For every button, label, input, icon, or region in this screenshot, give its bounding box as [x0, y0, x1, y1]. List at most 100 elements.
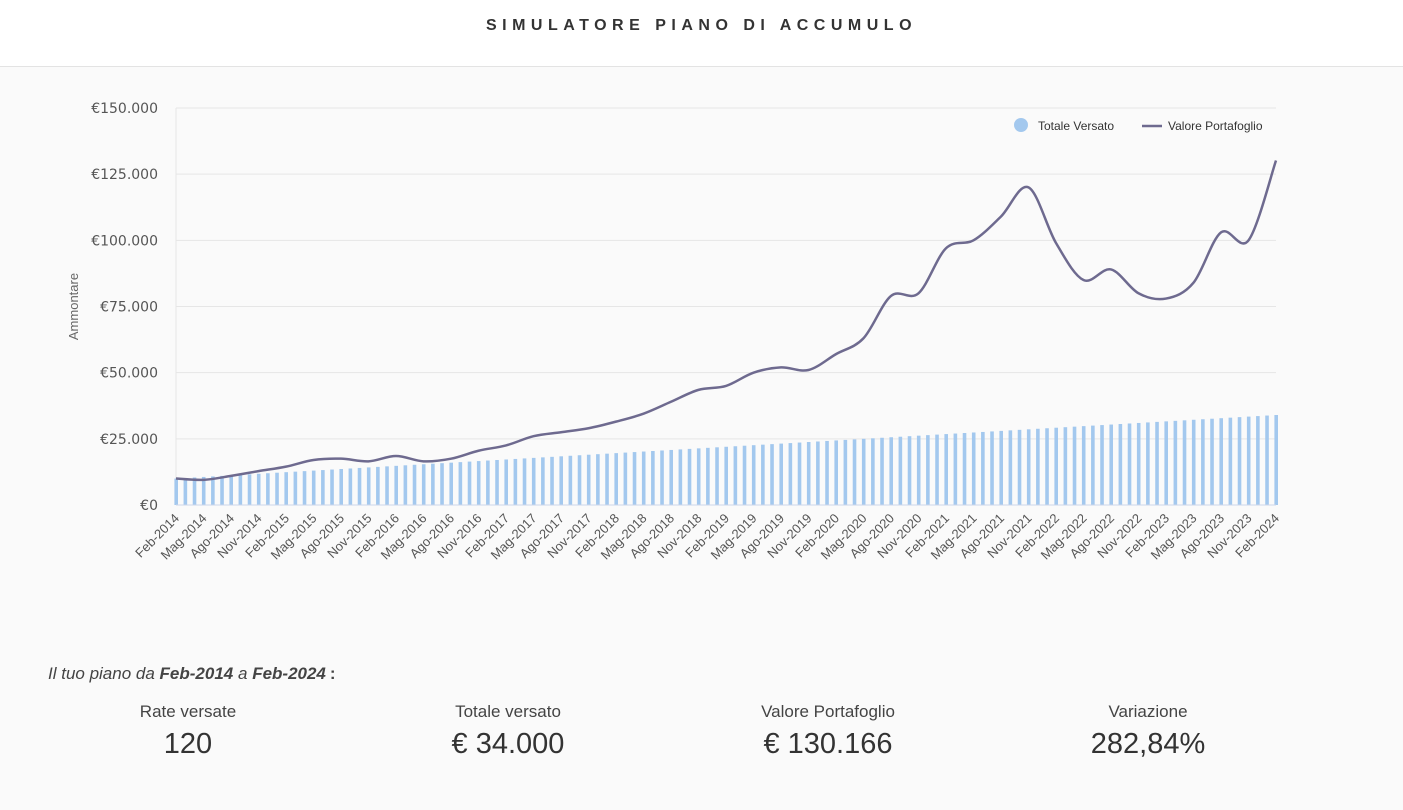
intro-colon: : — [329, 664, 336, 683]
bar-totale-versato — [1063, 427, 1068, 505]
y-tick-label: €125.000 — [91, 167, 158, 183]
bar-totale-versato — [577, 455, 582, 505]
bar-totale-versato — [1182, 420, 1187, 505]
bar-totale-versato — [211, 476, 215, 505]
bar-totale-versato — [247, 474, 252, 505]
stat-rate-versate: Rate versate 120 — [58, 702, 318, 761]
stat-label: Variazione — [1108, 702, 1188, 721]
bar-totale-versato — [1054, 427, 1058, 505]
bar-totale-versato — [1036, 428, 1040, 505]
bar-totale-versato — [421, 464, 426, 505]
y-tick-label: €100.000 — [91, 233, 158, 249]
start-date: Feb-2014 — [159, 664, 234, 683]
bar-totale-versato — [751, 445, 756, 505]
bar-totale-versato — [788, 443, 793, 505]
bar-totale-versato — [916, 435, 921, 505]
bar-totale-versato — [476, 461, 481, 505]
bar-totale-versato — [1100, 425, 1104, 505]
bar-totale-versato — [641, 451, 646, 505]
bar-totale-versato — [348, 468, 353, 505]
y-tick-label: €25.000 — [100, 432, 158, 448]
bar-totale-versato — [311, 470, 316, 505]
y-tick-label: €150.000 — [91, 101, 158, 117]
y-tick-label: €0 — [140, 498, 158, 514]
bar-totale-versato — [669, 449, 673, 505]
y-tick-label: €75.000 — [100, 300, 158, 316]
bar-totale-versato — [366, 467, 371, 505]
bar-totale-versato — [394, 465, 398, 505]
bar-totale-versato — [761, 444, 765, 505]
bar-totale-versato — [467, 461, 472, 505]
stat-value: € 130.166 — [763, 728, 893, 760]
bar-totale-versato — [623, 452, 628, 505]
bar-totale-versato — [486, 460, 490, 505]
bar-totale-versato — [229, 475, 233, 505]
bar-totale-versato — [321, 470, 325, 505]
bar-totale-versato — [797, 442, 802, 505]
bar-totale-versato — [1008, 430, 1013, 505]
bar-totale-versato — [962, 433, 967, 505]
y-tick-label: €50.000 — [100, 366, 158, 382]
bar-totale-versato — [440, 463, 444, 505]
bar-totale-versato — [1191, 419, 1196, 505]
bar-totale-versato — [284, 472, 288, 505]
bar-totale-versato — [999, 430, 1003, 505]
accumulation-chart: €0 €25.000 €50.000 €75.000 €100.000 €125.000 €… — [66, 101, 1282, 563]
bar-totale-versato — [385, 466, 389, 505]
bar-totale-versato — [201, 476, 206, 505]
bar-totale-versato — [1219, 418, 1223, 505]
bar-totale-versato — [953, 433, 958, 505]
bar-totale-versato — [403, 465, 408, 505]
bar-totale-versato — [779, 443, 783, 505]
plan-summary-intro: Il tuo piano da Feb-2014 a Feb-2024: — [48, 664, 336, 684]
bar-totale-versato — [431, 463, 435, 505]
bar-totale-versato — [944, 434, 948, 505]
bar-totale-versato — [1127, 423, 1132, 505]
bar-totale-versato — [302, 471, 307, 505]
bar-totale-versato — [458, 462, 463, 505]
bar-totale-versato — [898, 436, 903, 505]
bar-totale-versato — [715, 447, 719, 505]
bar-totale-versato — [660, 450, 664, 505]
bar-totale-versato — [522, 458, 527, 505]
bar-totale-versato — [568, 455, 573, 505]
bar-totale-versato — [1155, 421, 1159, 505]
stat-variazione: Variazione 282,84% — [1018, 702, 1278, 761]
bar-totale-versato — [550, 456, 554, 505]
bar-totale-versato — [1091, 425, 1095, 505]
stat-label: Rate versate — [139, 702, 237, 721]
bar-totale-versato — [861, 438, 866, 505]
bar-totale-versato — [678, 449, 683, 505]
bar-totale-versato — [596, 454, 600, 505]
end-date: Feb-2024 — [252, 664, 326, 683]
bar-totale-versato — [513, 458, 518, 505]
bar-totale-versato — [220, 475, 224, 505]
stat-value: 120 — [163, 728, 213, 760]
bar-totale-versato — [1246, 416, 1251, 505]
legend-label-totale-versato: Totale Versato — [1038, 119, 1114, 133]
bar-totale-versato — [1118, 424, 1123, 505]
bar-totale-versato — [1256, 416, 1260, 505]
stat-totale-versato: Totale versato € 34.000 — [378, 702, 638, 761]
bar-totale-versato — [1164, 421, 1168, 505]
bar-totale-versato — [880, 437, 884, 505]
stat-label: Valore Portafoglio — [761, 702, 895, 721]
bar-totale-versato — [632, 452, 637, 505]
bar-totale-versato — [1136, 422, 1141, 505]
bar-totale-versato — [1072, 426, 1077, 505]
bar-totale-versato — [504, 459, 508, 505]
bar-totale-versato — [1237, 417, 1242, 505]
bar-totale-versato — [559, 456, 563, 505]
bar-totale-versato — [1146, 422, 1150, 505]
stat-label: Totale versato — [455, 702, 561, 721]
line-valore-portafoglio — [175, 160, 1278, 482]
bar-totale-versato — [1017, 429, 1022, 505]
intro-mid: a — [237, 664, 248, 683]
bar-totale-versato — [1265, 415, 1269, 505]
bar-totale-versato — [871, 438, 875, 505]
bar-totale-versato — [843, 439, 848, 505]
bar-totale-versato — [238, 474, 243, 505]
bar-totale-versato — [696, 448, 701, 505]
stat-valore-portafoglio: Valore Portafoglio € 130.166 — [698, 702, 958, 761]
bar-totale-versato — [605, 453, 609, 505]
